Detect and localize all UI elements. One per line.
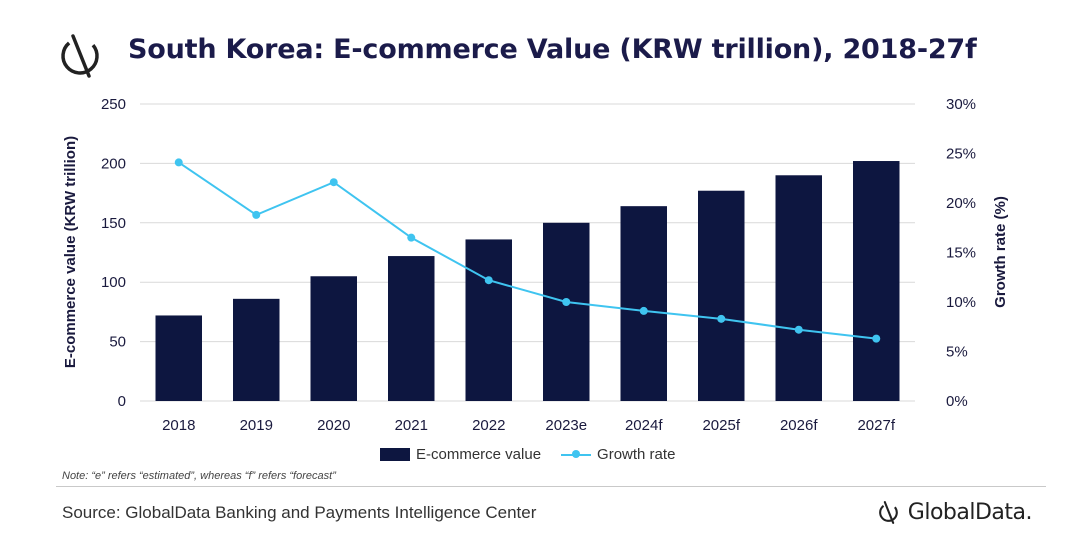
y-tick-label: 100 — [101, 274, 126, 291]
y2-axis-label: Growth rate (%) — [992, 196, 1009, 308]
x-tick-label: 2026f — [780, 417, 818, 434]
legend-label-growth: Growth rate — [597, 446, 676, 463]
x-tick-label: 2020 — [317, 417, 350, 434]
x-tick-label: 2019 — [240, 417, 273, 434]
bar — [465, 239, 512, 401]
bar — [543, 222, 590, 401]
line-point — [717, 314, 726, 323]
y-axis-label: E-commerce value (KRW trillion) — [62, 136, 79, 368]
series-line — [178, 161, 877, 340]
y2-tick-label: 5% — [946, 344, 968, 361]
line-point — [329, 178, 338, 187]
bar — [155, 315, 202, 401]
bar — [310, 276, 357, 401]
y2-tick-label: 15% — [946, 245, 976, 262]
y-tick-label: 50 — [109, 334, 126, 351]
legend-bar-swatch — [380, 448, 410, 461]
bar — [853, 161, 900, 401]
line-point — [562, 298, 571, 306]
line-point — [639, 306, 648, 315]
chart-title: South Korea: E-commerce Value (KRW trill… — [128, 34, 977, 65]
y2-tick-label: 30% — [946, 96, 976, 113]
y-tick-label: 150 — [101, 215, 126, 232]
y-tick-label: 250 — [101, 96, 126, 113]
legend-item-ecommerce: E-commerce value — [380, 446, 541, 463]
bar — [775, 175, 822, 401]
y2-tick-label: 0% — [946, 393, 968, 410]
legend-line-swatch — [561, 448, 592, 461]
legend-label-ecommerce: E-commerce value — [416, 446, 542, 463]
line-point — [174, 158, 183, 167]
x-tick-label: 2025f — [702, 417, 740, 434]
x-tick-label: 2024f — [625, 417, 663, 434]
y2-tick-label: 25% — [946, 146, 976, 163]
line-point — [872, 334, 881, 343]
chart-note: Note: “e” refers “estimated”, whereas “f… — [62, 470, 336, 482]
y2-tick-label: 10% — [946, 294, 976, 311]
chart-legend: E-commerce value Growth rate — [380, 446, 675, 463]
y2-tick-label: 20% — [946, 195, 976, 212]
x-tick-label: 2018 — [162, 417, 195, 434]
brand-name: GlobalData. — [907, 499, 1033, 525]
y-tick-label: 0 — [118, 393, 126, 410]
y-tick-label: 200 — [101, 155, 126, 172]
line-point — [484, 276, 493, 285]
x-tick-label: 2027f — [857, 417, 895, 434]
legend-item-growth: Growth rate — [561, 446, 675, 463]
line-point — [794, 325, 803, 334]
globaldata-brand-icon — [878, 501, 898, 524]
bar — [698, 190, 745, 401]
line-point — [407, 233, 416, 242]
bar — [233, 298, 280, 401]
bar — [620, 206, 667, 401]
source-text: Source: GlobalData Banking and Payments … — [62, 503, 537, 522]
bar — [388, 256, 435, 401]
divider — [56, 486, 1046, 487]
x-tick-label: 2023e — [545, 417, 587, 434]
line-point — [252, 210, 261, 219]
x-tick-label: 2022 — [472, 417, 505, 434]
globaldata-logo-icon — [61, 34, 99, 78]
x-tick-label: 2021 — [395, 417, 428, 434]
brand-logo: GlobalData. — [876, 498, 1033, 526]
